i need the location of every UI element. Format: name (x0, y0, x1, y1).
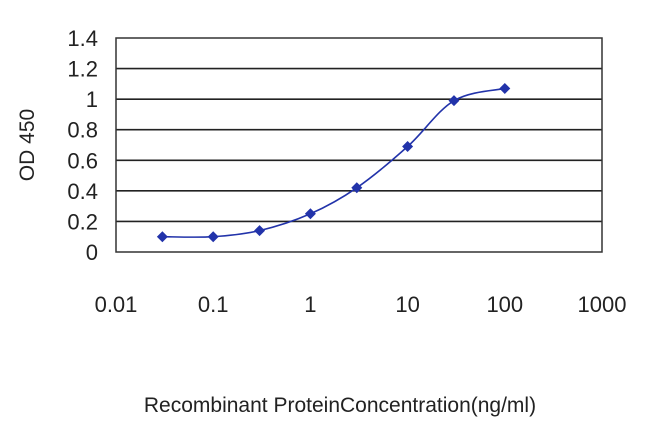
y-tick-label: 0.4 (67, 179, 98, 204)
gridlines (116, 67, 602, 223)
data-point (402, 141, 414, 153)
x-tick-label: 1000 (578, 292, 627, 317)
x-axis-label: Recombinant ProteinConcentration(ng/ml) (144, 394, 536, 417)
x-tick-label: 0.1 (198, 292, 229, 317)
y-tick-label: 0.2 (67, 209, 98, 234)
x-tick-label: 10 (395, 292, 419, 317)
data-point (254, 225, 266, 237)
x-axis: 0.01 0.1 1 10 100 1000 (95, 292, 627, 317)
y-tick-label: 1.4 (67, 26, 98, 51)
y-tick-label: 0.8 (67, 118, 98, 143)
data-point (304, 208, 316, 220)
x-tick-label: 100 (486, 292, 523, 317)
y-tick-label: 1.2 (67, 57, 98, 82)
y-tick-label: 0.6 (67, 148, 98, 173)
data-point (499, 82, 511, 94)
x-tick-label: 0.01 (95, 292, 138, 317)
y-tick-label: 0 (86, 240, 98, 265)
data-point (351, 182, 363, 194)
series-markers (156, 82, 511, 243)
data-point (207, 231, 219, 243)
y-axis-label: OD 450 (16, 109, 39, 181)
data-point (156, 231, 168, 243)
series-curve (162, 87, 505, 238)
y-tick-label: 1 (86, 87, 98, 112)
plot-area (115, 37, 603, 253)
data-point (448, 95, 460, 107)
y-axis: 0 0.2 0.4 0.6 0.8 1 1.2 1.4 (67, 26, 98, 265)
x-tick-label: 1 (304, 292, 316, 317)
